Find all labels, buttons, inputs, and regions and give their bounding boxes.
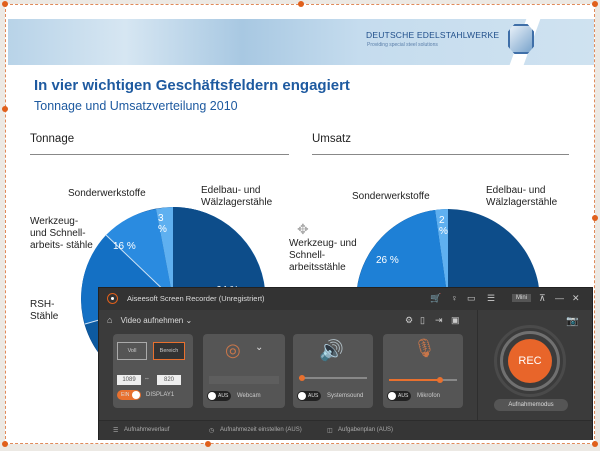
schedule-icon[interactable]: ◫ [327,428,333,434]
tonnage-label-sonder: Sonderwerkstoffe [68,188,146,199]
umsatz-heading: Umsatz [312,133,351,145]
record-button[interactable]: REC [508,339,552,383]
webcam-icon: ◎ [225,340,241,360]
webcam-toggle[interactable]: AUS [207,391,231,401]
menu-icon[interactable]: ☰ [487,293,496,303]
mode-selector[interactable]: ⌂ Video aufnehmen ⌄ [107,315,192,325]
system-volume-slider[interactable] [299,375,367,381]
recorder-title: Aiseesoft Screen Recorder (Unregistriert… [127,294,265,303]
screen-recorder-window: Aiseesoft Screen Recorder (Unregistriert… [98,287,593,440]
brand-tagline: Providing special steel solutions [367,42,438,48]
rec-outer-ring [494,325,566,397]
full-screen-button[interactable]: Voll [117,342,147,360]
recorder-logo-icon [107,293,118,304]
key-icon[interactable]: ♀ [451,293,458,303]
tonnage-rule [30,154,289,155]
recorder-footer: ☰ Aufnahmeverlauf ◷ Aufnahmezeit einstel… [99,420,592,440]
tonnage-pct-werkzeug: 16 % [113,241,136,252]
export-icon[interactable]: ⇥ [435,315,443,325]
pin-icon[interactable]: ⊼ [539,293,546,303]
height-input[interactable]: 820 [157,375,181,385]
close-icon[interactable]: ✕ [572,293,580,303]
resize-handle-tl[interactable] [2,1,8,7]
system-sound-panel: 🔊 AUS Systemsound [293,334,373,408]
header-banner [8,19,594,65]
brand-logo-icon [508,24,534,54]
settings-icon[interactable]: ⚙ [405,315,414,325]
tonnage-pct-sonder: 3 % [158,213,167,235]
microphone-panel: 🎙 AUS Mikrofon [383,334,463,408]
schedule-link[interactable]: Aufgabenplan (AUS) [338,427,394,433]
slide-title: In vier wichtigen Geschäftsfeldern engag… [34,77,350,94]
window-icon[interactable]: ▣ [451,315,460,325]
umsatz-label-edelbau: Edelbau- und Wälzlagerstähle [486,185,558,208]
chevron-down-icon[interactable]: ⌄ [255,342,264,353]
width-input[interactable]: 1089 [117,375,141,385]
display-toggle[interactable]: EIN [117,390,141,400]
speaker-icon: 🔊 [319,340,344,362]
screenshot-camera-icon[interactable]: 📷 [566,316,579,327]
umsatz-label-werkzeug: Werkzeug- und Schnell- arbeitsstähle [289,238,357,273]
move-cursor-icon: ✥ [297,221,309,237]
feedback-icon[interactable]: ▭ [467,293,476,303]
umsatz-pct-sonder: 2 % [439,215,448,237]
webcam-label: Webcam [237,393,261,399]
microphone-icon: 🎙 [413,338,436,358]
resize-handle-bm[interactable] [205,441,211,447]
system-sound-toggle[interactable]: AUS [297,391,321,401]
history-link[interactable]: Aufnahmeverlauf [124,427,170,433]
minimize-icon[interactable]: — [555,293,564,303]
microphone-toggle[interactable]: AUS [387,391,411,401]
system-sound-label: Systemsound [327,393,364,399]
history-icon[interactable]: ☰ [113,428,119,434]
region-button[interactable]: Bereich [153,342,185,360]
resize-handle-mr[interactable] [592,215,598,221]
tonnage-heading: Tonnage [30,133,75,145]
mode-label: Video aufnehmen [120,316,184,325]
umsatz-rule [312,154,569,155]
tonnage-label-edelbau: Edelbau- und Wälzlagerstähle [201,185,273,208]
display-panel: Voll Bereich 1089 ⇔ 820 EIN DISPLAY1 [113,334,193,408]
cart-icon[interactable]: 🛒 [430,293,442,303]
link-icon[interactable]: ⇔ [144,376,150,382]
mouse-icon[interactable]: ▯ [420,315,425,325]
resize-handle-bl[interactable] [2,441,8,447]
resize-handle-br[interactable] [592,441,598,447]
umsatz-label-sonder: Sonderwerkstoffe [352,191,430,202]
tonnage-label-rsh: RSH- Stähle [30,299,59,322]
mic-volume-slider[interactable] [389,377,457,383]
rec-inner-ring [500,331,560,391]
mini-mode-button[interactable]: Mini [512,294,532,302]
divider [477,310,478,420]
tonnage-label-werkzeug: Werkzeug- und Schnell- arbeits- stähle [30,216,93,251]
resize-handle-tm[interactable] [298,1,304,7]
brand-name: DEUTSCHE EDELSTAHLWERKE [366,30,500,40]
resize-handle-tr[interactable] [592,1,598,7]
display-select[interactable]: DISPLAY1 [146,392,175,398]
record-mode-button[interactable]: Aufnahmemodus [494,399,568,411]
timer-icon[interactable]: ◷ [209,428,215,434]
recorder-titlebar[interactable]: Aiseesoft Screen Recorder (Unregistriert… [99,288,592,310]
umsatz-pct-werkzeug: 26 % [376,255,399,266]
microphone-label: Mikrofon [417,393,441,399]
webcam-panel: ◎ ⌄ AUS Webcam [203,334,285,408]
webcam-select[interactable] [209,376,279,384]
home-icon[interactable]: ⌂ [107,315,113,325]
resize-handle-ml2[interactable] [2,106,8,112]
slide-subtitle: Tonnage und Umsatzverteilung 2010 [34,99,238,113]
timer-link[interactable]: Aufnahmezeit einstellen (AUS) [220,427,302,433]
chevron-down-icon: ⌄ [185,316,193,325]
